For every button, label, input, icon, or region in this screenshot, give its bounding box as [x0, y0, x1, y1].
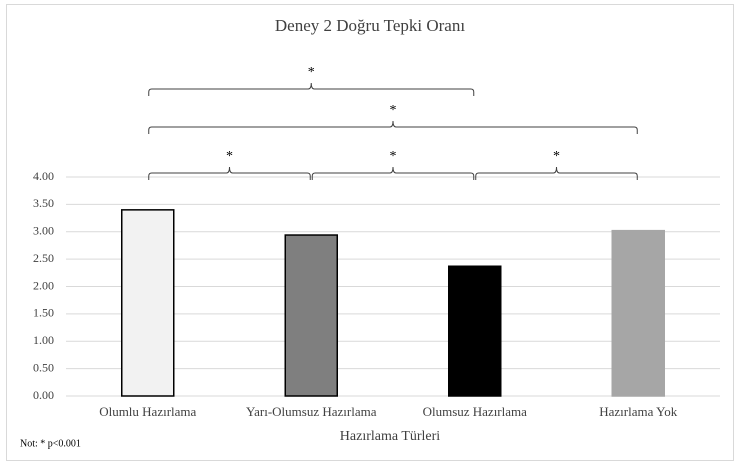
y-tick-label: 0.00 [33, 388, 54, 402]
significance-label: * [308, 65, 315, 80]
y-tick-label: 4.00 [33, 169, 54, 183]
significance-bracket [148, 120, 638, 134]
significance-bracket [148, 82, 475, 96]
bar [611, 229, 665, 397]
y-tick-label: 3.00 [33, 224, 54, 238]
significance-bracket [148, 166, 311, 180]
x-tick-label: Yarı-Olumsuz Hazırlama [246, 404, 377, 419]
significance-label: * [390, 103, 397, 118]
x-tick-label: Hazırlama Yok [599, 404, 677, 419]
significance-bracket [311, 166, 475, 180]
y-tick-label: 3.50 [33, 196, 54, 210]
x-tick-label: Olumlu Hazırlama [99, 404, 196, 419]
bar [448, 265, 502, 397]
note: Not: * p<0.001 [20, 438, 81, 449]
significance-bracket [475, 166, 638, 180]
y-tick-label: 1.50 [33, 306, 54, 320]
bar [121, 209, 175, 397]
significance-label: * [226, 149, 233, 164]
y-tick-label: 2.50 [33, 251, 54, 265]
x-axis-title: Hazırlama Türleri [340, 429, 441, 444]
bar [284, 234, 338, 397]
y-tick-label: 2.00 [33, 278, 54, 292]
y-tick-label: 0.50 [33, 360, 54, 374]
chart-title: Deney 2 Doğru Tepki Oranı [275, 16, 465, 35]
x-tick-label: Olumsuz Hazırlama [423, 404, 528, 419]
significance-label: * [553, 149, 560, 164]
significance-label: * [390, 149, 397, 164]
y-tick-label: 1.00 [33, 333, 54, 347]
